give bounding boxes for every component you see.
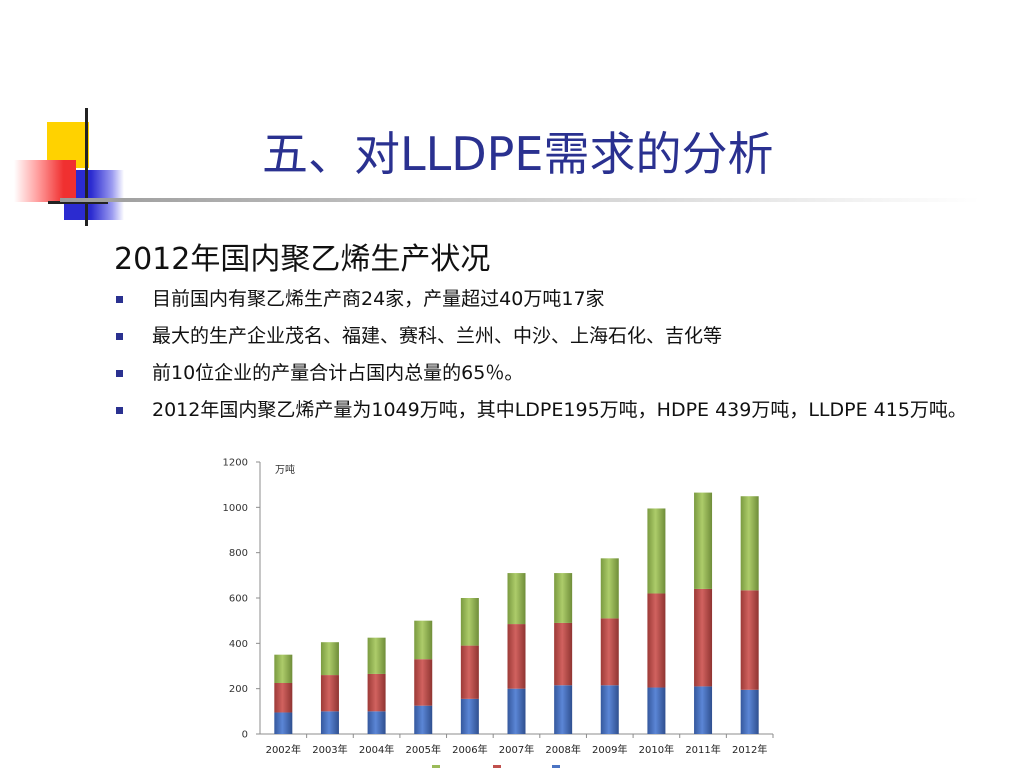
x-tick-label: 2009年	[592, 743, 627, 756]
y-tick-label: 200	[229, 684, 248, 695]
square-bullet-icon	[116, 370, 123, 377]
bar-segment	[554, 573, 573, 623]
bullet-text: 2012年国内聚乙烯产量为1049万吨，其中LDPE195万吨，HDPE 439…	[152, 399, 967, 421]
x-tick-label: 2004年	[359, 743, 394, 756]
bar-segment	[507, 624, 526, 689]
bar-segment	[694, 492, 713, 589]
bar-segment	[274, 654, 293, 683]
y-tick-label: 1000	[223, 503, 248, 514]
bullet-item: 前10位企业的产量合计占国内总量的65％。	[116, 360, 996, 386]
bar-segment	[274, 683, 293, 713]
vertical-line	[85, 108, 88, 226]
bullet-list: 目前国内有聚乙烯生产商24家，产量超过40万吨17家 最大的生产企业茂名、福建、…	[116, 286, 996, 434]
bar-segment	[414, 620, 433, 660]
bar-segment	[460, 598, 479, 646]
legend-swatch	[552, 765, 560, 768]
bar-segment	[647, 508, 666, 594]
bar-segment	[647, 593, 666, 688]
bar-segment	[740, 590, 759, 690]
bar-segment	[694, 588, 713, 687]
bullet-text: 目前国内有聚乙烯生产商24家，产量超过40万吨17家	[152, 288, 605, 310]
red-square	[14, 160, 76, 202]
stacked-bars	[274, 492, 759, 734]
bar-segment	[694, 686, 713, 734]
title-divider	[60, 198, 980, 202]
bar-segment	[460, 645, 479, 699]
bar-segment	[414, 705, 433, 734]
legend-swatch	[432, 765, 440, 768]
bar-segment	[367, 711, 386, 734]
bar-segment	[414, 659, 433, 706]
x-tick-label: 2006年	[452, 743, 487, 756]
x-tick-label: 2007年	[499, 743, 534, 756]
bar-segment	[647, 687, 666, 734]
horizontal-line	[48, 201, 108, 204]
bar-segment	[320, 642, 339, 676]
x-tick-label: 2012年	[732, 743, 767, 756]
bar-segment	[320, 675, 339, 712]
bar-segment	[554, 622, 573, 686]
x-tick-label: 2003年	[312, 743, 347, 756]
x-axis-labels: 2002年 2003年 2004年 2005年 2006年 2007年 2008年 2009年…	[266, 734, 774, 756]
bullet-item: 最大的生产企业茂名、福建、赛科、兰州、中沙、上海石化、吉化等	[116, 323, 996, 349]
square-bullet-icon	[116, 407, 123, 414]
bar-segment	[507, 688, 526, 734]
bar-segment	[600, 558, 619, 619]
bullet-item: 2012年国内聚乙烯产量为1049万吨，其中LDPE195万吨，HDPE 439…	[116, 397, 996, 423]
y-tick-label: 800	[229, 548, 248, 559]
x-tick-label: 2008年	[545, 743, 580, 756]
legend	[432, 765, 560, 768]
y-tick-label: 400	[229, 639, 248, 650]
bar-segment	[367, 637, 386, 674]
bar-segment	[507, 573, 526, 625]
bar-segment	[600, 618, 619, 686]
bar-segment	[460, 698, 479, 734]
slide-subtitle: 2012年国内聚乙烯生产状况	[114, 242, 491, 277]
y-tick-label: 600	[229, 594, 248, 605]
bar-segment	[320, 711, 339, 734]
bullet-item: 目前国内有聚乙烯生产商24家，产量超过40万吨17家	[116, 286, 996, 312]
x-tick-label: 2002年	[266, 743, 301, 756]
slide-title: 五、对LLDPE需求的分析	[262, 127, 774, 181]
y-tick-label: 0	[242, 730, 248, 741]
legend-swatch	[493, 765, 501, 768]
y-tick-label: 1200	[223, 458, 248, 469]
y-axis-unit-label: 万吨	[275, 463, 295, 476]
square-bullet-icon	[116, 296, 123, 303]
bar-segment	[554, 685, 573, 734]
x-tick-label: 2011年	[685, 743, 720, 756]
bar-segment	[367, 673, 386, 712]
square-bullet-icon	[116, 333, 123, 340]
bullet-text: 前10位企业的产量合计占国内总量的65％。	[152, 362, 524, 384]
bar-segment	[600, 685, 619, 734]
bar-segment	[274, 712, 293, 734]
bar-segment	[740, 496, 759, 591]
bar-segment	[740, 689, 759, 734]
bullet-text: 最大的生产企业茂名、福建、赛科、兰州、中沙、上海石化、吉化等	[152, 325, 723, 347]
x-tick-label: 2005年	[406, 743, 441, 756]
y-axis-ticks: 0 200 400 600 800 1000 1200	[223, 458, 260, 741]
x-tick-label: 2010年	[639, 743, 674, 756]
